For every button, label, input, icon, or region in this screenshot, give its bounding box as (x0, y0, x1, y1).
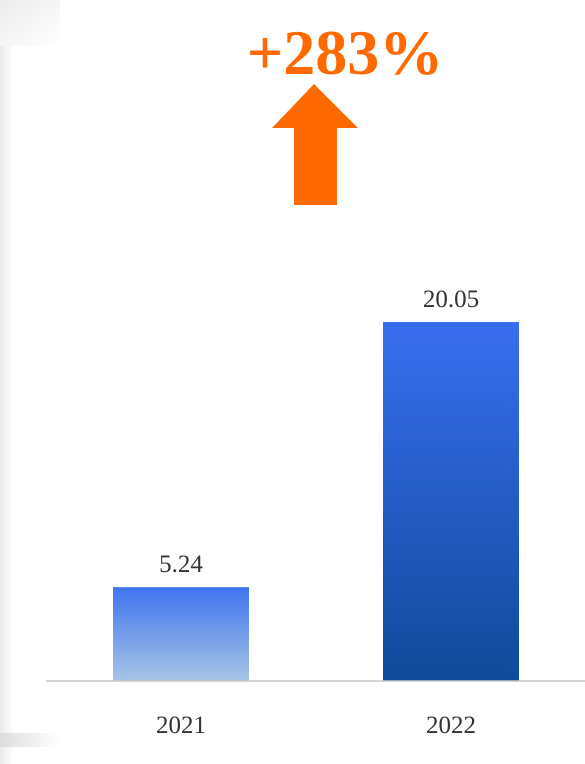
top-left-shadow (0, 0, 60, 46)
data-label-2022: 20.05 (423, 286, 479, 313)
bottom-left-shadow (0, 733, 60, 747)
data-label-2021: 5.24 (159, 551, 203, 578)
x-tick-label-2022: 2022 (426, 712, 476, 739)
bar-2021 (113, 587, 249, 681)
up-arrow-icon (272, 84, 358, 205)
left-edge-shadow (0, 0, 14, 764)
growth-callout-text: +283% (247, 17, 443, 88)
bar-2022 (383, 322, 519, 681)
x-tick-label-2021: 2021 (156, 712, 206, 739)
